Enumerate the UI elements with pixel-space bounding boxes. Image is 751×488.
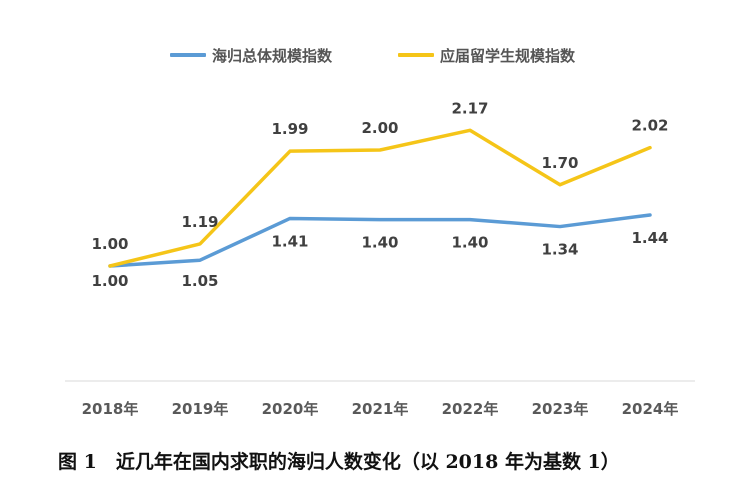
legend-item-graduates: 应届留学生规模指数: [398, 42, 575, 68]
data-label-graduates: 1.99: [271, 120, 308, 138]
data-label-overall: 1.00: [91, 272, 128, 290]
chart-legend: 海归总体规模指数 应届留学生规模指数: [0, 42, 751, 68]
data-label-overall: 1.05: [181, 272, 218, 290]
data-label-overall: 1.41: [271, 232, 308, 250]
data-label-graduates: 1.00: [91, 235, 128, 253]
data-label-overall: 1.40: [361, 234, 398, 252]
data-label-graduates: 1.70: [541, 154, 578, 172]
x-tick-label: 2019年: [172, 400, 229, 418]
series-line-overall: [108, 213, 652, 268]
x-tick-label: 2021年: [352, 400, 409, 418]
data-label-overall: 1.34: [541, 241, 578, 259]
legend-swatch-graduates: [398, 53, 434, 57]
data-label-overall: 1.40: [451, 234, 488, 252]
figure-caption: 图 1 近几年在国内求职的海归人数变化（以 2018 年为基数 1）: [58, 451, 620, 473]
line-chart: 2018年 2019年 2020年 2021年 2022年 2023年 2024年 1.00 1…: [65, 99, 695, 418]
x-tick-label: 2020年: [262, 400, 319, 418]
x-tick-label: 2024年: [622, 400, 679, 418]
data-label-graduates: 2.17: [451, 99, 488, 117]
data-label-graduates: 2.00: [361, 119, 398, 137]
data-label-graduates: 1.19: [181, 213, 218, 231]
x-tick-label: 2018年: [82, 400, 139, 418]
data-label-graduates: 2.02: [631, 117, 668, 135]
x-tick-label: 2022年: [442, 400, 499, 418]
legend-swatch-overall: [170, 53, 206, 57]
series-line-graduates: [108, 128, 652, 268]
legend-item-overall: 海归总体规模指数: [170, 42, 332, 68]
x-tick-label: 2023年: [532, 400, 589, 418]
legend-label-graduates: 应届留学生规模指数: [440, 46, 576, 65]
legend-label-overall: 海归总体规模指数: [212, 46, 333, 65]
data-label-overall: 1.44: [631, 229, 668, 247]
